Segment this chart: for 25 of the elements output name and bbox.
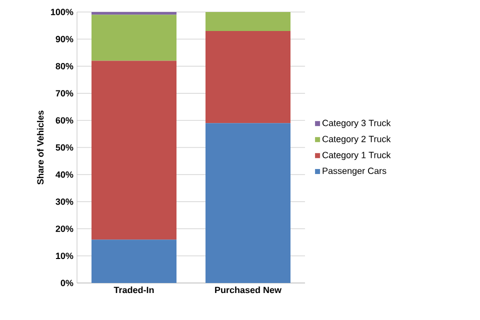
bar	[92, 240, 176, 283]
bar	[206, 123, 290, 283]
bar	[206, 12, 290, 31]
y-tick-label: 80%	[56, 63, 74, 70]
y-tick-label: 10%	[56, 252, 74, 260]
y-tick-label: 30%	[56, 198, 74, 205]
y-tick-label: 70%	[56, 90, 74, 96]
bar	[92, 14, 176, 61]
y-tick-label: 0%	[60, 280, 74, 286]
legend-label: Passenger Cars	[322, 168, 386, 176]
y-axis-title: Share of Vehicles	[36, 110, 44, 184]
legend-label: Category 3 Truck	[322, 120, 391, 128]
bar	[92, 12, 176, 15]
x-tick-label: Purchased New	[215, 286, 282, 294]
bar	[92, 60, 176, 240]
bar	[206, 30, 290, 124]
y-tick-label: 90%	[56, 36, 74, 42]
y-tick-label: 20%	[56, 226, 74, 232]
x-tick-label: Traded-In	[114, 286, 154, 294]
y-tick-label: 100%	[51, 8, 74, 16]
legend-label: Category 1 Truck	[322, 152, 391, 160]
y-tick-label: 40%	[56, 171, 74, 178]
legend-label: Category 2 Truck	[322, 136, 391, 144]
y-tick-label: 50%	[56, 144, 74, 151]
y-tick-label: 60%	[56, 117, 74, 124]
